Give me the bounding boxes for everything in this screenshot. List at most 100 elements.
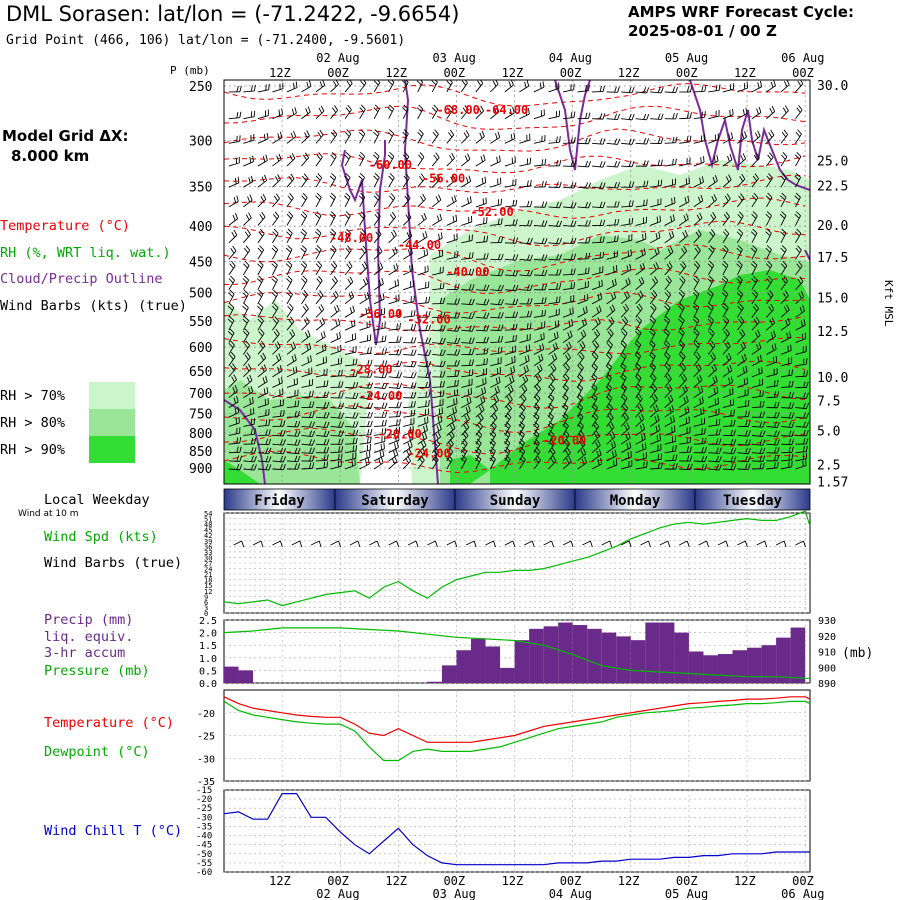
wind-barb-flag <box>302 175 307 181</box>
wind-barb <box>417 254 428 260</box>
wind-barb-flag <box>709 343 714 349</box>
wind-barb-flag <box>312 421 315 428</box>
wind-barb-flag <box>694 275 700 281</box>
wind-barb <box>635 398 643 408</box>
wind-barb-flag <box>723 331 729 337</box>
precip-tick-label: 2.5 <box>199 616 217 627</box>
wind-barb-flag <box>767 260 773 266</box>
wind-barb-flag <box>454 349 458 356</box>
wind-barb-flag <box>788 430 792 437</box>
wind-barb <box>736 233 744 244</box>
wind-barb-flag <box>347 278 352 285</box>
wind-barb-flag <box>420 195 424 202</box>
wind-barb-flag <box>566 458 570 464</box>
wind-barb-flag <box>757 82 760 89</box>
wind-barb-flag <box>563 375 568 382</box>
wind-barb-flag <box>483 386 487 393</box>
wind-barb-flag <box>260 228 265 235</box>
wind-barb-flag <box>799 306 803 313</box>
wind-barb-flag <box>655 233 658 240</box>
wind-barb-flag <box>625 413 629 419</box>
wind-barb <box>243 217 252 226</box>
wind-barb <box>490 183 501 188</box>
wind-barb-flag <box>553 332 557 339</box>
wind-barb-flag <box>788 391 792 398</box>
wind-barb-flag <box>438 423 442 430</box>
wind-barb <box>722 137 733 144</box>
wind-barb <box>664 294 672 305</box>
wind-barb-flag <box>541 159 544 166</box>
wind-barb-flag <box>434 447 440 453</box>
wind-barb <box>562 452 571 462</box>
wind-barb-flag <box>454 406 457 413</box>
wind-barb-flag <box>630 249 632 256</box>
wind-barb-flag <box>321 345 324 352</box>
wind-barb-flag <box>345 151 351 157</box>
wind-barb <box>359 416 371 419</box>
wind-barb-flag <box>370 393 374 399</box>
wind-barb-flag <box>729 388 731 395</box>
wind-barb-flag <box>581 319 585 326</box>
surface-wind-barb <box>795 540 804 546</box>
wind-barb-flag <box>346 80 351 87</box>
wind-barb <box>795 109 803 120</box>
surface-wind-barb <box>562 540 572 546</box>
wind-barb-flag <box>643 461 645 468</box>
wind-barb-flag <box>721 263 727 269</box>
wind-barb <box>693 356 701 367</box>
wind-barb-flag <box>323 330 326 337</box>
wind-barb <box>708 89 720 93</box>
wind-barb-flag <box>663 342 669 348</box>
pressure-tick-label: 850 <box>189 445 212 460</box>
wind-barb <box>664 251 674 260</box>
wind-barb-flag <box>714 134 717 141</box>
wind-barb-flag <box>689 112 692 119</box>
wind-barb-flag <box>253 437 257 445</box>
wind-barb-flag <box>370 347 372 354</box>
wind-barb-flag <box>671 198 673 205</box>
wind-barb-flag <box>428 371 432 378</box>
wind-barb-flag <box>614 201 617 208</box>
wind-barb-flag <box>515 284 519 291</box>
wind-barb-flag <box>407 442 411 449</box>
wind-barb-flag <box>380 456 384 463</box>
wind-barb-flag <box>323 454 326 461</box>
wind-barb <box>693 468 705 471</box>
wind-barb-flag <box>373 154 379 160</box>
wind-barb-flag <box>614 181 617 188</box>
wind-barb-flag <box>346 263 351 269</box>
wind-barb-flag <box>448 446 454 453</box>
wind-barb <box>606 356 613 367</box>
wind-barb-flag <box>650 351 656 357</box>
wind-barb-flag <box>637 292 642 299</box>
wind-barb <box>446 273 458 276</box>
wind-barb-flag <box>367 347 369 354</box>
wind-barb-flag <box>331 173 337 178</box>
wind-barb-flag <box>416 107 422 113</box>
wind-barb-flag <box>663 318 669 324</box>
wind-barb-flag <box>315 195 321 201</box>
wind-barb <box>257 414 269 418</box>
wind-barb-flag <box>554 321 557 328</box>
wind-barb-flag <box>332 260 338 267</box>
wind-barb <box>650 165 662 167</box>
wind-tick-label: 15 <box>204 582 212 590</box>
wind-barb-flag <box>324 343 327 350</box>
wind-barb-flag <box>442 390 445 397</box>
wind-barb <box>533 451 541 462</box>
wind-barb-flag <box>717 397 720 404</box>
wind-barb-flag <box>387 131 393 137</box>
wind-barb <box>330 324 341 331</box>
wind-barb-flag <box>606 342 612 349</box>
wind-barb-flag <box>570 268 573 275</box>
wind-barb-flag <box>464 155 468 162</box>
wind-barb-flag <box>588 237 591 244</box>
top-time-tick-label: 12Z <box>269 66 291 80</box>
wind-barb-flag <box>673 425 676 432</box>
wind-barb-flag <box>420 455 425 461</box>
wind-barb-flag <box>532 423 538 429</box>
wind-barb <box>344 133 352 144</box>
wind-barb-flag <box>341 381 344 388</box>
wind-barb-flag <box>229 316 235 321</box>
wind-barb <box>461 257 473 260</box>
